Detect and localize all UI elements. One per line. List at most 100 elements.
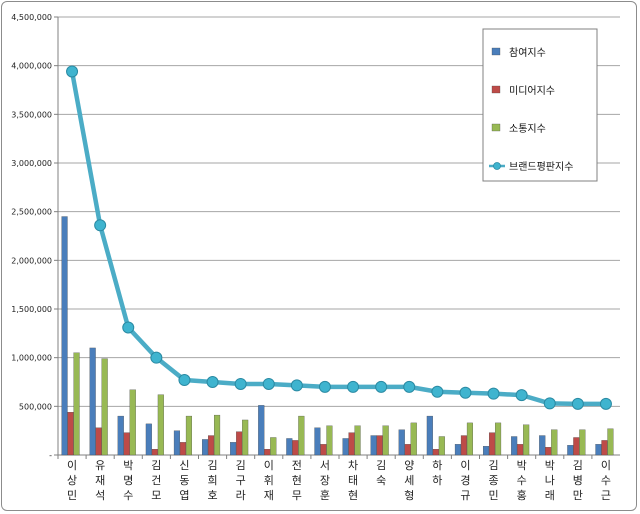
line-point xyxy=(178,374,191,387)
bar xyxy=(551,429,558,456)
bar xyxy=(466,422,473,456)
bar xyxy=(454,444,461,456)
line-point xyxy=(122,321,135,334)
legend-swatch xyxy=(491,123,501,132)
bars xyxy=(61,216,614,456)
bar xyxy=(482,446,490,456)
bar xyxy=(95,427,102,456)
bar xyxy=(230,442,237,456)
bar xyxy=(354,425,361,456)
bar xyxy=(314,427,321,456)
bar xyxy=(342,438,349,456)
line-point xyxy=(487,387,500,400)
bar xyxy=(201,439,209,456)
legend-marker xyxy=(493,162,501,170)
line-point xyxy=(375,380,388,393)
bar xyxy=(398,429,405,456)
line-point xyxy=(318,380,331,393)
y-tick-label: 3,500,000 xyxy=(11,110,52,119)
legend-label: 브랜드평판지수 xyxy=(509,161,573,173)
bar xyxy=(426,415,433,456)
line-point xyxy=(206,376,219,388)
legend-swatch xyxy=(491,85,501,94)
y-tick-label: 2,500,000 xyxy=(11,208,52,217)
line-point xyxy=(599,397,612,410)
bar xyxy=(270,437,277,456)
line-point xyxy=(66,65,79,78)
bar xyxy=(348,432,355,456)
line-point xyxy=(150,351,163,364)
bar xyxy=(511,436,518,456)
legend-box xyxy=(482,28,598,182)
bar xyxy=(89,347,96,456)
bar xyxy=(264,449,271,456)
y-tick-label: 1,500,000 xyxy=(11,305,52,314)
bar xyxy=(179,442,187,456)
bar xyxy=(539,435,546,456)
legend-swatch xyxy=(491,47,501,56)
bar xyxy=(117,415,124,456)
line-point xyxy=(431,385,444,398)
bar xyxy=(101,358,108,456)
legend-label: 소통지수 xyxy=(509,123,546,135)
bar xyxy=(607,428,614,456)
bar xyxy=(242,419,249,456)
y-tick-label: - xyxy=(49,451,52,460)
bar xyxy=(73,352,80,456)
line-point xyxy=(290,379,303,392)
bar xyxy=(157,394,164,456)
y-tick-label: 4,500,000 xyxy=(11,13,52,22)
bar xyxy=(123,432,130,456)
line-point xyxy=(571,397,584,410)
bar xyxy=(595,444,602,456)
line-point xyxy=(262,377,275,390)
bar xyxy=(67,412,74,456)
bar xyxy=(460,435,467,456)
y-axis: - 500,000 1,000,000 1,500,000 2,000,000 2,500… xyxy=(11,13,59,460)
y-tick-label: 4,000,000 xyxy=(11,62,52,71)
bar xyxy=(376,435,383,456)
bar xyxy=(494,422,502,456)
bar xyxy=(523,424,530,456)
line-point xyxy=(403,380,416,393)
line-series xyxy=(66,65,612,410)
y-tick-label: 3,000,000 xyxy=(11,159,52,168)
bar xyxy=(432,449,439,456)
bar xyxy=(185,415,193,456)
bar xyxy=(517,444,524,456)
bar xyxy=(61,216,68,456)
line-point xyxy=(515,389,528,402)
bar xyxy=(207,435,215,456)
x-axis: 이 상 민 유 재 석 박 명 수 김 건 모 신 동 엽 김 희 호 김 구 라 이 휘 재 전 현 무 서 장 훈 차 태 현 김 숙 양 세 형 하 하… xyxy=(57,455,611,502)
line-point xyxy=(543,397,556,410)
line-point xyxy=(234,377,247,390)
bar xyxy=(488,432,496,456)
bar xyxy=(567,445,574,456)
bar xyxy=(370,435,377,456)
bar xyxy=(573,437,580,456)
y-tick-label: 500,000 xyxy=(19,402,52,411)
bar xyxy=(438,436,445,456)
bar xyxy=(298,415,305,456)
bar xyxy=(545,447,552,456)
bar xyxy=(258,405,265,456)
